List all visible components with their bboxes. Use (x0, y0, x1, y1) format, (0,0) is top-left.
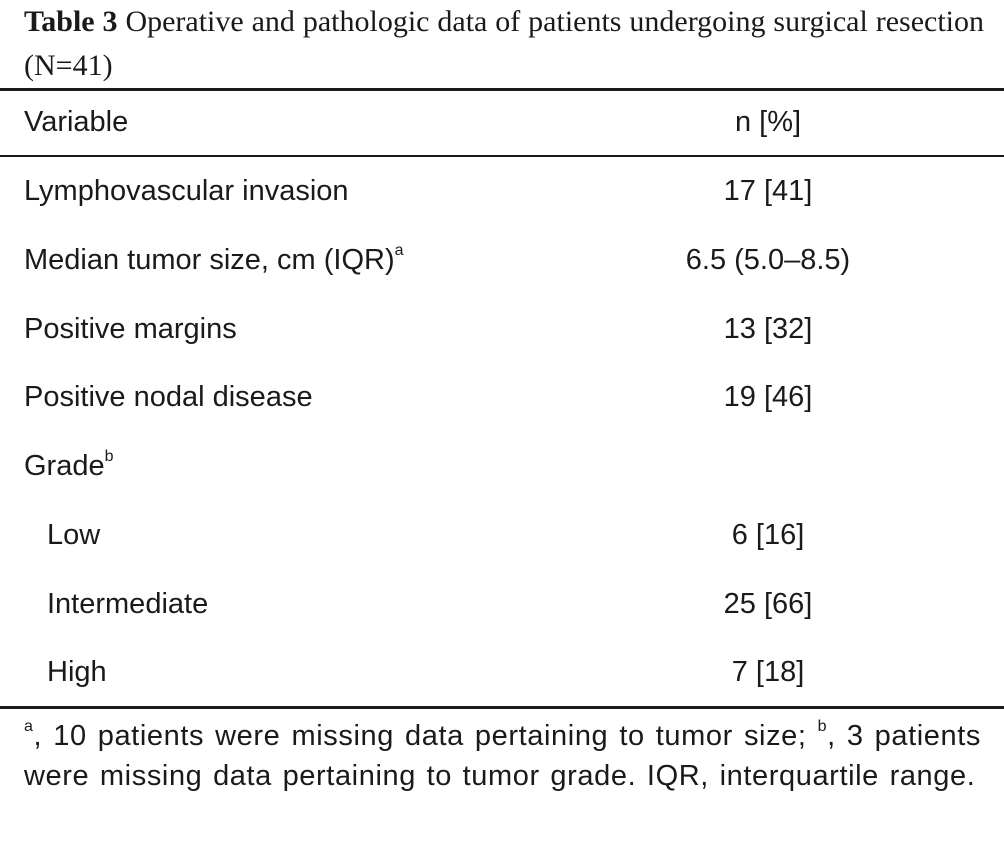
row-label: Gradeb (24, 448, 114, 482)
row-value: 7 [18] (731, 656, 805, 688)
table-title: Operative and pathologic data of patient… (24, 5, 985, 82)
table-footnote: a, 10 patients were missing data pertain… (24, 716, 981, 796)
table-row: Positive margins 13 [32] (0, 309, 1004, 349)
row-label: Positive margins (24, 313, 237, 345)
footnote-text-a: , 10 patients were missing data pertaini… (33, 720, 818, 752)
header-n-percent: n [%] (734, 106, 802, 138)
row-value: 6 [16] (731, 519, 805, 551)
table-header-row: Variable n [%] (0, 102, 1004, 142)
table-row: Gradeb (0, 446, 1004, 486)
row-value: 13 [32] (723, 313, 813, 345)
table-row: Positive nodal disease 19 [46] (0, 377, 1004, 417)
row-label: Positive nodal disease (24, 381, 313, 413)
table-header-rule (0, 155, 1004, 157)
row-value: 17 [41] (723, 175, 813, 207)
footnote-marker-b: b (104, 448, 114, 466)
table-row: Intermediate 25 [66] (0, 584, 1004, 624)
row-label: Lymphovascular invasion (24, 175, 349, 207)
row-label: Median tumor size, cm (IQR)a (24, 242, 404, 276)
table-row: Low 6 [16] (0, 515, 1004, 555)
table-row: High 7 [18] (0, 652, 1004, 692)
footnote-text-b: , 3 patients were missing data pertainin… (24, 720, 982, 792)
header-variable: Variable (24, 106, 129, 138)
table-row: Median tumor size, cm (IQR)a 6.5 (5.0–8.… (0, 240, 1004, 280)
row-value: 25 [66] (723, 588, 813, 620)
table-bottom-rule (0, 706, 1004, 709)
table-number: Table 3 (24, 5, 118, 38)
table-row: Lymphovascular invasion 17 [41] (0, 171, 1004, 211)
row-value: 6.5 (5.0–8.5) (685, 244, 851, 276)
footnote-marker-a: a (24, 718, 34, 736)
table-top-rule (0, 88, 1004, 91)
table-caption: Table 3 Operative and pathologic data of… (24, 0, 984, 88)
footnote-marker-a: a (394, 242, 404, 260)
row-label: Low (47, 519, 101, 551)
row-label: Intermediate (47, 588, 209, 620)
footnote-marker-b: b (817, 718, 828, 736)
row-value: 19 [46] (723, 381, 813, 413)
row-label: High (47, 656, 107, 688)
